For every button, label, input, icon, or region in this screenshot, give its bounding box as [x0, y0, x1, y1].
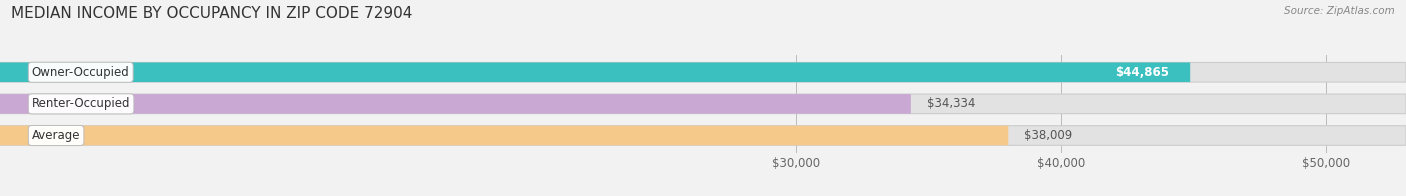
Text: Renter-Occupied: Renter-Occupied [32, 97, 131, 110]
Text: Source: ZipAtlas.com: Source: ZipAtlas.com [1284, 6, 1395, 16]
Text: $34,334: $34,334 [927, 97, 976, 110]
Text: $38,009: $38,009 [1024, 129, 1073, 142]
FancyBboxPatch shape [0, 126, 1406, 145]
Text: MEDIAN INCOME BY OCCUPANCY IN ZIP CODE 72904: MEDIAN INCOME BY OCCUPANCY IN ZIP CODE 7… [11, 6, 412, 21]
FancyBboxPatch shape [0, 126, 1008, 145]
FancyBboxPatch shape [0, 63, 1406, 82]
FancyBboxPatch shape [0, 94, 1406, 114]
FancyBboxPatch shape [0, 63, 1191, 82]
Text: Average: Average [32, 129, 80, 142]
Text: $44,865: $44,865 [1115, 66, 1168, 79]
Text: Owner-Occupied: Owner-Occupied [32, 66, 129, 79]
FancyBboxPatch shape [0, 94, 911, 114]
